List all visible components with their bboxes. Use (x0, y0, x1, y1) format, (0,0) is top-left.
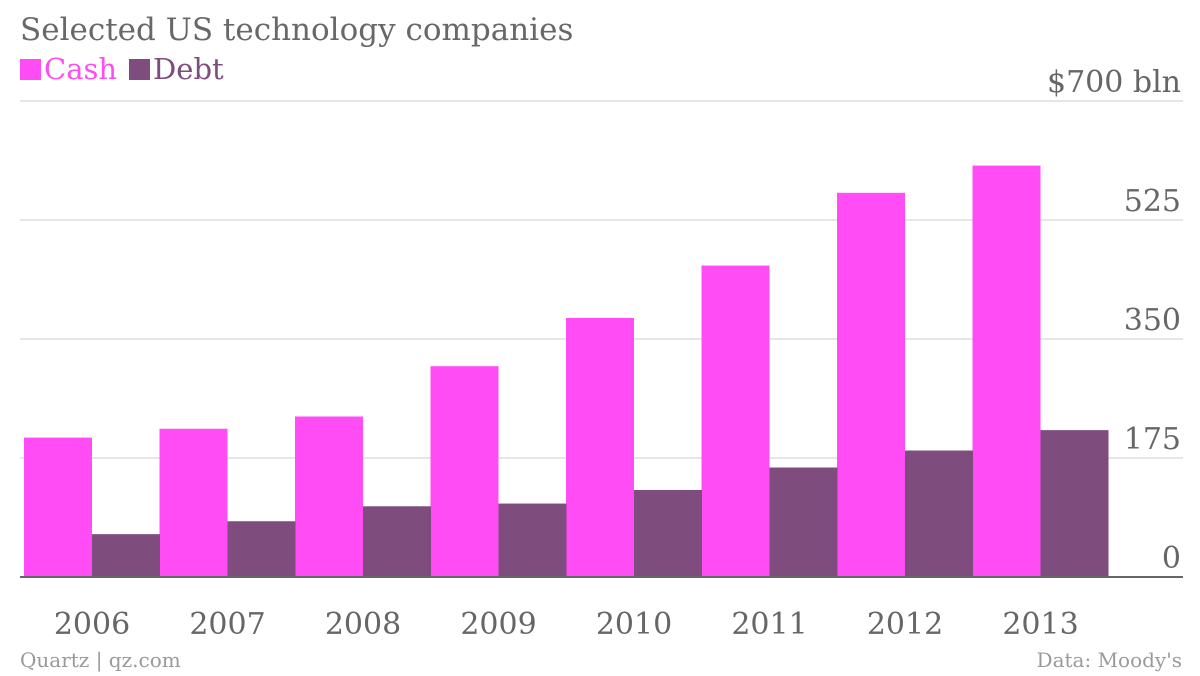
bar-debt (227, 521, 296, 577)
y-tick-label: 525 (1124, 184, 1181, 219)
x-tick-label: 2013 (1002, 607, 1078, 642)
x-tick-label: 2009 (460, 607, 536, 642)
legend-label-cash: Cash (44, 52, 118, 86)
legend-item-debt: Debt (129, 52, 224, 86)
x-tick-label: 2007 (189, 607, 265, 642)
bar-debt (769, 467, 838, 577)
y-tick-label: 350 (1124, 303, 1181, 338)
x-tick-label: 2012 (867, 607, 943, 642)
y-tick-label: 175 (1124, 422, 1181, 457)
legend: Cash Debt (20, 52, 236, 86)
bar-cash (701, 265, 770, 577)
bar-debt (634, 489, 702, 577)
bar-debt (363, 506, 431, 577)
bar-cash (24, 437, 92, 577)
legend-item-cash: Cash (20, 52, 117, 86)
x-tick-label: 2011 (731, 607, 807, 642)
bar-cash (837, 192, 905, 578)
legend-label-debt: Debt (153, 52, 224, 86)
bar-debt (905, 450, 973, 577)
chart-title: Selected US technology companies (20, 12, 574, 48)
legend-swatch-cash (20, 58, 41, 80)
bar-cash (430, 366, 499, 577)
bar-cash (972, 165, 1041, 577)
bar-cash (159, 428, 228, 577)
x-tick-label: 2006 (54, 607, 130, 642)
x-tick-label: 2010 (596, 607, 672, 642)
bar-cash (566, 317, 634, 577)
data-source: Data: Moody's (1036, 648, 1182, 672)
bar-cash (295, 416, 363, 577)
x-tick-label: 2008 (325, 607, 401, 642)
y-tick-label: $700 bln (1047, 65, 1181, 100)
bar-debt (1040, 430, 1109, 577)
legend-swatch-debt (129, 58, 151, 80)
bar-debt (498, 503, 567, 577)
source-credit: Quartz | qz.com (20, 648, 181, 672)
y-tick-label: 0 (1162, 541, 1181, 576)
bar-debt (92, 534, 160, 577)
